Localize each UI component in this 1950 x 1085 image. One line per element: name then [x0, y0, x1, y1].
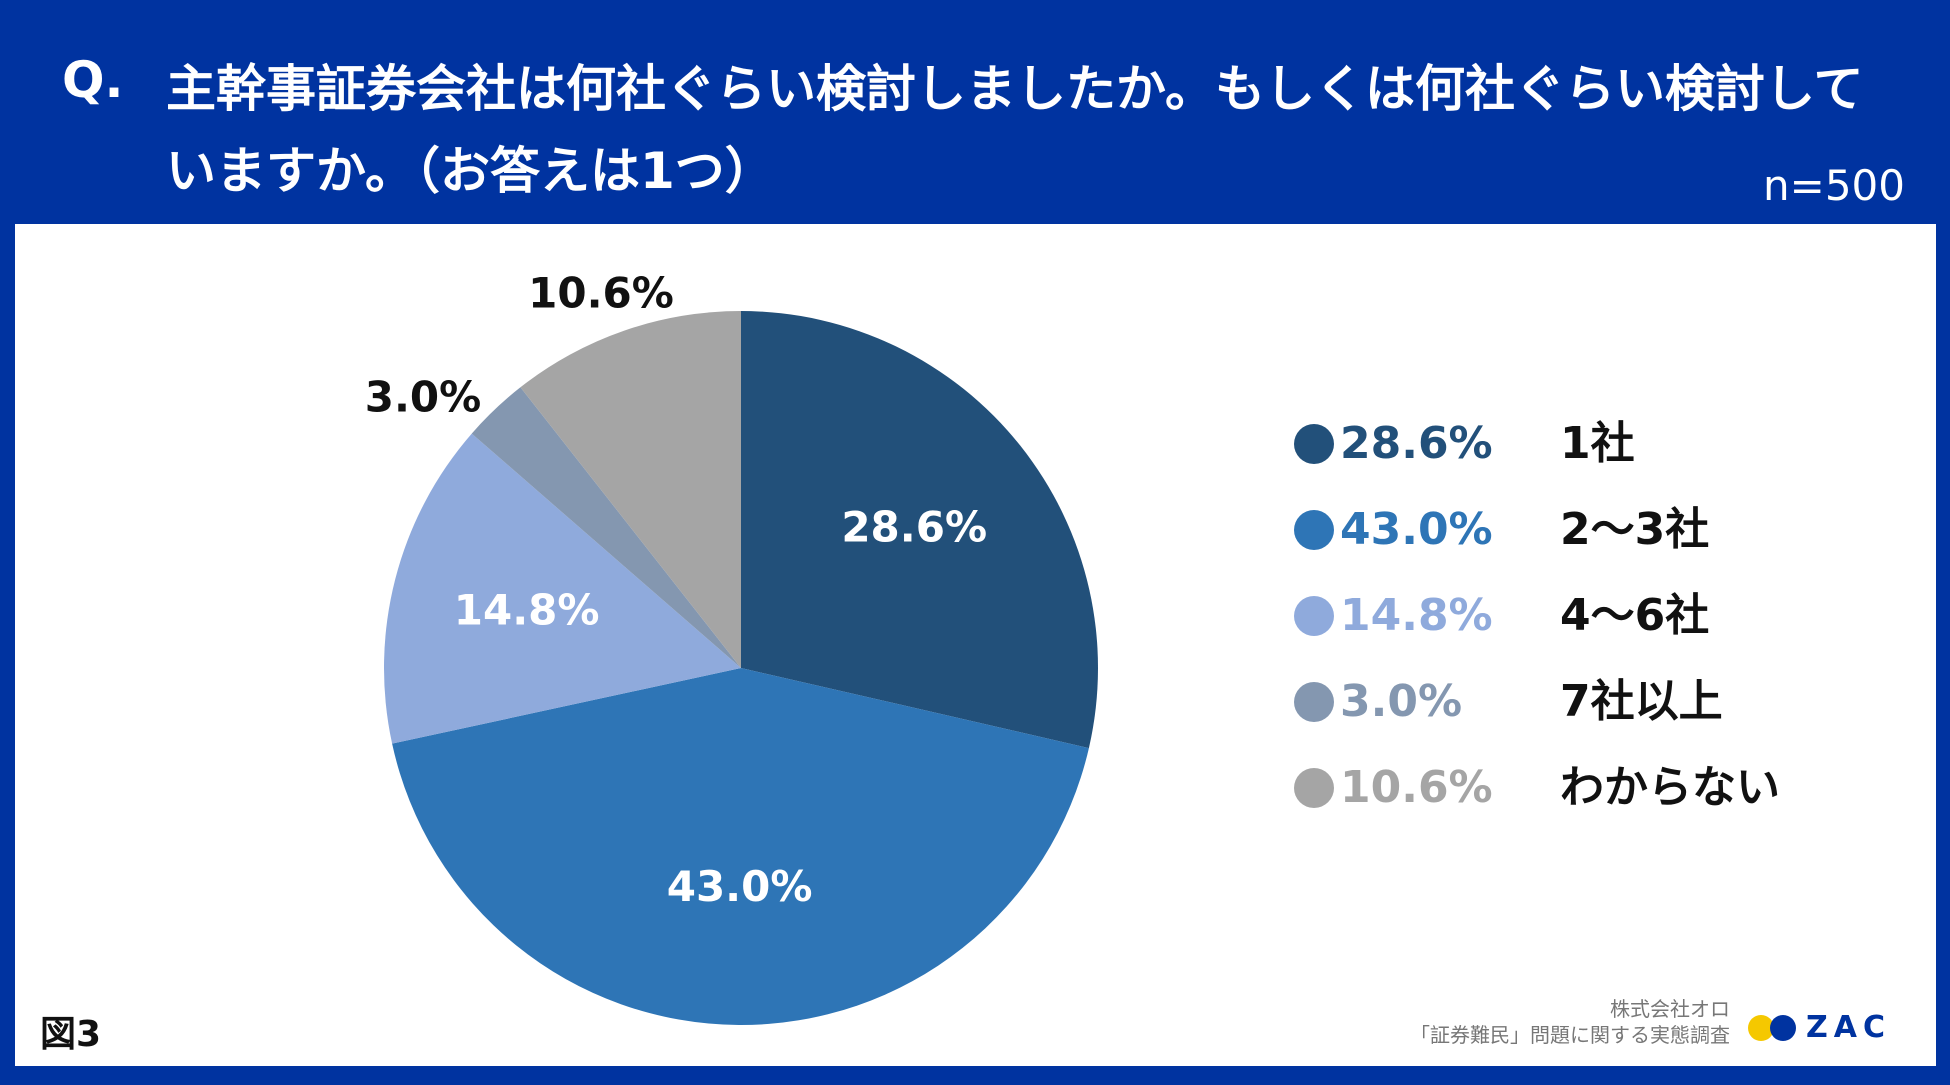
- source-credit: 株式会社オロ 「証券難民」問題に関する実態調査: [1410, 996, 1730, 1048]
- pie-slice-4: [471, 387, 741, 668]
- legend-category: 4〜6社: [1560, 590, 1710, 641]
- pie-slice-3: [384, 433, 741, 744]
- zac-logo: ZAC: [1748, 1010, 1918, 1046]
- pie-slice-5: [520, 311, 741, 668]
- legend-category: 2〜3社: [1560, 504, 1710, 555]
- legend: 28.6% 1社 43.0% 2〜3社 14.8% 4〜6社 3.0% 7社以上 10.6% わか…: [1280, 410, 1840, 840]
- legend-dot-icon: [1294, 424, 1334, 464]
- legend-item: 28.6% 1社: [1280, 410, 1840, 496]
- source-company: 株式会社オロ: [1610, 997, 1730, 1021]
- legend-item: 43.0% 2〜3社: [1280, 496, 1840, 582]
- pie-slice-label-2: 43.0%: [667, 862, 813, 911]
- logo-blue-dot-icon: [1770, 1015, 1796, 1041]
- question-text: 主幹事証券会社は何社ぐらい検討しましたか。もしくは何社ぐらい検討していますか。（…: [166, 60, 1864, 200]
- legend-dot-icon: [1294, 768, 1334, 808]
- legend-dot-icon: [1294, 510, 1334, 550]
- pie-slice-2: [392, 668, 1089, 1026]
- pie-slice-label-3: 14.8%: [454, 585, 600, 634]
- pie-slice-label-1: 28.6%: [841, 503, 987, 552]
- source-survey: 「証券難民」問題に関する実態調査: [1410, 1023, 1730, 1047]
- legend-item: 3.0% 7社以上: [1280, 668, 1840, 754]
- logo-yellow-dot-icon: [1748, 1015, 1774, 1041]
- figure-label: 図3: [40, 1014, 102, 1055]
- legend-dot-icon: [1294, 596, 1334, 636]
- legend-percent: 28.6%: [1340, 418, 1493, 469]
- pie-slice-label-5: 10.6%: [528, 269, 674, 318]
- pie-slice-label-4: 3.0%: [365, 373, 481, 422]
- legend-percent: 10.6%: [1340, 762, 1493, 813]
- logo-text: ZAC: [1806, 1010, 1891, 1045]
- legend-percent: 3.0%: [1340, 676, 1463, 727]
- legend-category: 7社以上: [1560, 676, 1723, 727]
- pie-chart: 28.6% 43.0% 14.8% 3.0% 10.6%: [365, 269, 1098, 1026]
- legend-category: 1社: [1560, 418, 1635, 469]
- legend-category: わからない: [1560, 762, 1780, 813]
- legend-percent: 43.0%: [1340, 504, 1493, 555]
- question-mark: Q.: [62, 51, 124, 109]
- pie-slice-1: [741, 311, 1098, 749]
- header: Q. 主幹事証券会社は何社ぐらい検討しましたか。もしくは何社ぐらい検討しています…: [0, 0, 1950, 222]
- legend-percent: 14.8%: [1340, 590, 1493, 641]
- legend-item: 10.6% わからない: [1280, 754, 1840, 840]
- legend-item: 14.8% 4〜6社: [1280, 582, 1840, 668]
- legend-dot-icon: [1294, 682, 1334, 722]
- chart-panel: 28.6% 43.0% 14.8% 3.0% 10.6% 28.6% 1社 43.0% 2〜3…: [15, 224, 1936, 1066]
- sample-size: n=500: [1763, 161, 1905, 210]
